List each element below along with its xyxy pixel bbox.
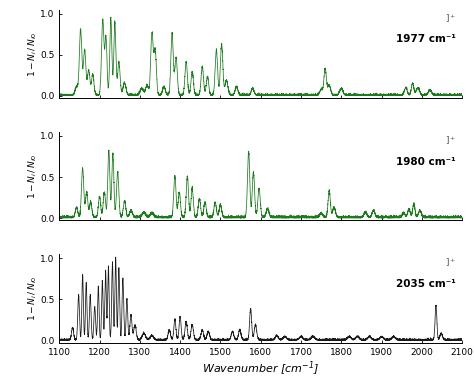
Text: ]$\mathregular{^+}$: ]$\mathregular{^+}$: [445, 134, 456, 147]
Text: ]$\mathregular{^+}$: ]$\mathregular{^+}$: [445, 12, 456, 25]
Text: 1977 cm⁻¹: 1977 cm⁻¹: [396, 34, 456, 44]
X-axis label: Wavenumber [cm$\mathregular{^{-1}}$]: Wavenumber [cm$\mathregular{^{-1}}$]: [202, 359, 319, 378]
Y-axis label: $1 - N_i\,/\,N_{i0}$: $1 - N_i\,/\,N_{i0}$: [26, 31, 38, 77]
Text: ]$\mathregular{^+}$: ]$\mathregular{^+}$: [445, 257, 456, 269]
Y-axis label: $1 - N_i\,/\,N_{i0}$: $1 - N_i\,/\,N_{i0}$: [26, 276, 38, 321]
Text: 2035 cm⁻¹: 2035 cm⁻¹: [396, 279, 456, 289]
Text: 1980 cm⁻¹: 1980 cm⁻¹: [396, 157, 456, 167]
Y-axis label: $1 - N_i\,/\,N_{i0}$: $1 - N_i\,/\,N_{i0}$: [26, 154, 38, 199]
